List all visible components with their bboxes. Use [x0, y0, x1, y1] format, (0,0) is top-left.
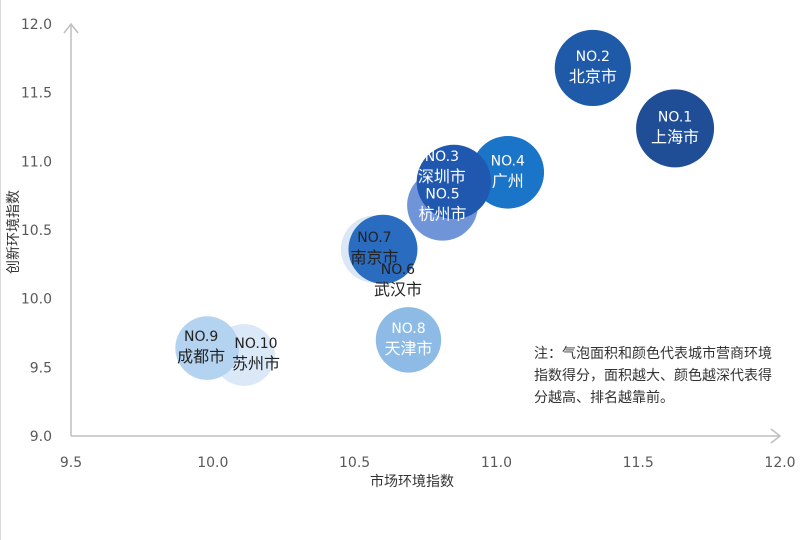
bubble-rank-label: NO.3 — [425, 149, 459, 165]
bubble-rank-label: NO.8 — [391, 321, 425, 337]
x-tick-label: 11.5 — [623, 455, 654, 471]
bubble-rank-label: NO.10 — [234, 336, 277, 352]
bubble-city-label: 武汉市 — [374, 280, 422, 299]
bubble-no8 — [375, 307, 442, 373]
y-tick-label: 9.0 — [30, 429, 52, 445]
y-tick-label: 9.5 — [30, 360, 52, 376]
y-tick-label: 10.5 — [21, 223, 52, 239]
x-axis-label: 市场环境指数 — [370, 473, 454, 490]
x-axis-arrow — [770, 428, 782, 444]
x-tick-label: 10.0 — [197, 455, 228, 471]
bubble-city-label: 天津市 — [384, 339, 432, 358]
bubble-city-label: 上海市 — [651, 127, 699, 146]
bubble-no2 — [554, 29, 631, 107]
bubble-city-label: 苏州市 — [232, 354, 280, 373]
x-tick-label: 9.5 — [60, 455, 82, 471]
y-tick-label: 12.0 — [21, 17, 52, 33]
bubble-city-label: 成都市 — [177, 347, 225, 366]
bubble-rank-label: NO.4 — [491, 153, 525, 169]
axes — [63, 22, 782, 444]
bubble-rank-label: NO.5 — [425, 186, 459, 202]
bubble-city-label: 南京市 — [350, 248, 398, 267]
bubble-rank-label: NO.9 — [184, 329, 218, 345]
bubble-city-label: 北京市 — [569, 67, 617, 86]
x-tick-label: 12.0 — [764, 455, 795, 471]
bubble-city-label: 广州 — [492, 171, 524, 190]
y-axis-arrow — [63, 22, 79, 34]
bubble-rank-label: NO.6 — [381, 262, 415, 278]
y-tick-label: 11.0 — [21, 154, 52, 170]
x-tick-label: 10.5 — [339, 455, 370, 471]
bubble-city-label: 杭州市 — [419, 204, 467, 223]
bubble-rank-label: NO.7 — [357, 230, 391, 246]
y-axis-label: 创新环境指数 — [6, 190, 22, 274]
bubble-no9 — [175, 316, 239, 380]
bubble-no6 — [348, 214, 418, 284]
bubbles: NO.1 上海市 NO.2 北京市 NO.3 深圳市 NO.4 广州 NO.5 杭州市 NO.6 武汉… — [175, 29, 715, 386]
chart-note: 注：气泡面积和颜色代表城市营商环境指数得分，面积越大、颜色越深代表得分越高、排名… — [534, 346, 772, 406]
frame-border — [0, 0, 1, 540]
y-tick-label: 11.5 — [21, 86, 52, 102]
y-tick-label: 10.0 — [21, 292, 52, 308]
tick-labels: 9.5 10.0 10.5 11.0 11.5 12.0 9.0 9.5 10.0 10.5 11.… — [21, 17, 796, 471]
bubble-no1 — [636, 89, 715, 168]
bubble-rank-label: NO.2 — [576, 49, 610, 65]
bubble-city-label: 深圳市 — [418, 167, 466, 186]
x-tick-label: 11.0 — [481, 455, 512, 471]
bubble-rank-label: NO.1 — [658, 109, 692, 125]
bubble-no3 — [416, 144, 492, 220]
